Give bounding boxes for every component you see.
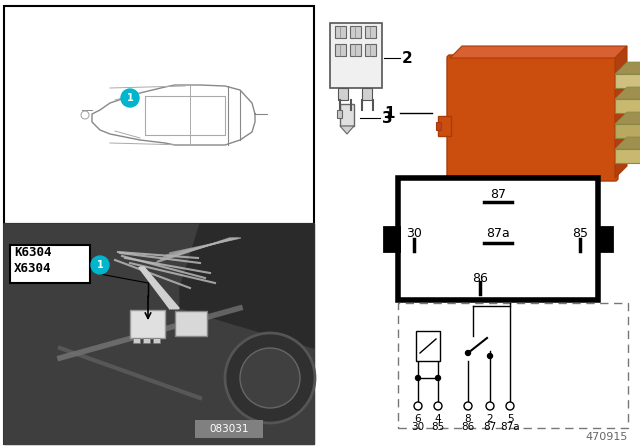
Circle shape bbox=[435, 375, 440, 380]
Bar bbox=[384, 227, 399, 251]
Circle shape bbox=[91, 256, 109, 274]
Bar bbox=[133, 338, 140, 343]
Bar bbox=[365, 44, 376, 56]
Bar bbox=[335, 26, 346, 38]
Polygon shape bbox=[615, 137, 640, 149]
Bar bbox=[436, 122, 441, 130]
Polygon shape bbox=[4, 224, 314, 444]
Text: 1: 1 bbox=[127, 93, 133, 103]
Polygon shape bbox=[340, 126, 354, 134]
Bar bbox=[438, 116, 451, 136]
Text: 5: 5 bbox=[507, 414, 513, 424]
Text: 85: 85 bbox=[572, 227, 588, 240]
Bar bbox=[416, 331, 440, 361]
Bar bbox=[362, 88, 372, 100]
Text: 86: 86 bbox=[461, 422, 475, 432]
Bar bbox=[330, 23, 382, 88]
Text: 3: 3 bbox=[382, 111, 392, 125]
Bar bbox=[597, 227, 612, 251]
Bar bbox=[615, 124, 640, 138]
Text: 30: 30 bbox=[406, 227, 422, 240]
Circle shape bbox=[506, 402, 514, 410]
Bar bbox=[350, 44, 361, 56]
Circle shape bbox=[486, 402, 494, 410]
Bar bbox=[615, 99, 640, 113]
Circle shape bbox=[488, 353, 493, 358]
Bar bbox=[335, 44, 346, 56]
Circle shape bbox=[121, 89, 139, 107]
Polygon shape bbox=[615, 112, 640, 124]
Circle shape bbox=[415, 375, 420, 380]
Bar bbox=[340, 104, 354, 126]
Text: 85: 85 bbox=[431, 422, 445, 432]
Text: 2: 2 bbox=[402, 51, 413, 65]
Polygon shape bbox=[450, 46, 627, 58]
Text: 87: 87 bbox=[490, 188, 506, 201]
Text: 86: 86 bbox=[472, 271, 488, 284]
Circle shape bbox=[434, 402, 442, 410]
Bar bbox=[175, 311, 207, 336]
Circle shape bbox=[240, 348, 300, 408]
Polygon shape bbox=[615, 46, 627, 178]
FancyBboxPatch shape bbox=[447, 55, 618, 181]
Text: K6304: K6304 bbox=[14, 246, 51, 258]
Bar bbox=[398, 178, 598, 300]
Bar bbox=[130, 310, 165, 338]
Text: 470915: 470915 bbox=[586, 432, 628, 442]
Text: 87a: 87a bbox=[500, 422, 520, 432]
Bar bbox=[365, 26, 376, 38]
Polygon shape bbox=[615, 62, 640, 74]
Text: 87: 87 bbox=[483, 422, 497, 432]
Polygon shape bbox=[615, 87, 640, 99]
Text: 083031: 083031 bbox=[209, 424, 249, 434]
Bar bbox=[195, 420, 263, 438]
Bar bbox=[337, 110, 342, 118]
Text: 2: 2 bbox=[486, 414, 493, 424]
Text: 6: 6 bbox=[415, 414, 421, 424]
Text: 87a: 87a bbox=[486, 227, 510, 240]
Bar bbox=[398, 303, 628, 428]
Bar bbox=[615, 149, 640, 163]
Text: 1: 1 bbox=[385, 105, 395, 121]
Circle shape bbox=[414, 402, 422, 410]
Bar bbox=[4, 224, 314, 444]
Circle shape bbox=[465, 350, 470, 356]
Text: 4: 4 bbox=[435, 414, 442, 424]
Bar bbox=[615, 74, 640, 88]
Bar bbox=[338, 88, 348, 100]
Polygon shape bbox=[180, 224, 314, 348]
Circle shape bbox=[81, 111, 89, 119]
Circle shape bbox=[464, 402, 472, 410]
Text: 30: 30 bbox=[412, 422, 424, 432]
Text: 8: 8 bbox=[465, 414, 471, 424]
Bar bbox=[153, 338, 160, 343]
Bar bbox=[143, 338, 150, 343]
Bar bbox=[350, 26, 361, 38]
Bar bbox=[4, 6, 314, 224]
Text: 1: 1 bbox=[97, 260, 104, 270]
Bar bbox=[418, 358, 438, 378]
Text: X6304: X6304 bbox=[14, 262, 51, 275]
Bar bbox=[10, 245, 90, 283]
Circle shape bbox=[225, 333, 315, 423]
